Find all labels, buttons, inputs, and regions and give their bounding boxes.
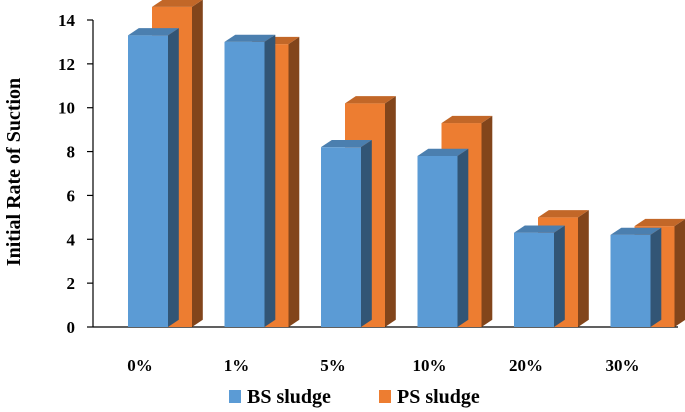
- legend-label: PS sludge: [397, 386, 480, 408]
- bars: [128, 0, 685, 328]
- bar-bs-sludge: [321, 139, 372, 327]
- bar-bs-sludge: [417, 148, 469, 327]
- bar-bs-sludge: [128, 28, 179, 328]
- x-tick-label: 0%: [127, 356, 153, 375]
- x-tick-label: 10%: [413, 356, 447, 375]
- legend-swatch: [379, 390, 391, 403]
- y-tick-label: 6: [67, 186, 76, 205]
- legend-swatch: [229, 390, 241, 403]
- x-tick-labels: 0% 1% 5% 10% 20% 30%: [127, 356, 639, 375]
- legend: BS sludge PS sludge: [229, 386, 480, 408]
- x-tick-label: 1%: [224, 356, 250, 375]
- legend-label: BS sludge: [247, 386, 331, 408]
- x-tick-label: 20%: [509, 356, 543, 375]
- y-tick-label: 2: [67, 274, 76, 293]
- y-axis-label: Initial Rate of Suction: [3, 78, 25, 266]
- legend-item: BS sludge: [229, 386, 331, 408]
- x-tick-label: 5%: [320, 356, 346, 375]
- y-tick-label: 10: [58, 99, 75, 118]
- bar-bs-sludge: [514, 225, 565, 327]
- bar-bs-sludge: [224, 34, 276, 328]
- y-tick-label: 4: [67, 230, 76, 249]
- y-tick-label: 14: [58, 11, 76, 30]
- y-tick-label: 8: [67, 143, 76, 162]
- x-tick-label: 30%: [606, 356, 640, 375]
- y-tick-label: 12: [58, 55, 75, 74]
- legend-item: PS sludge: [379, 386, 480, 408]
- bar-bs-sludge: [610, 227, 662, 327]
- y-tick-label: 0: [67, 318, 76, 337]
- y-tick-labels: 0 2 4 6 8 10 12 14: [58, 11, 76, 337]
